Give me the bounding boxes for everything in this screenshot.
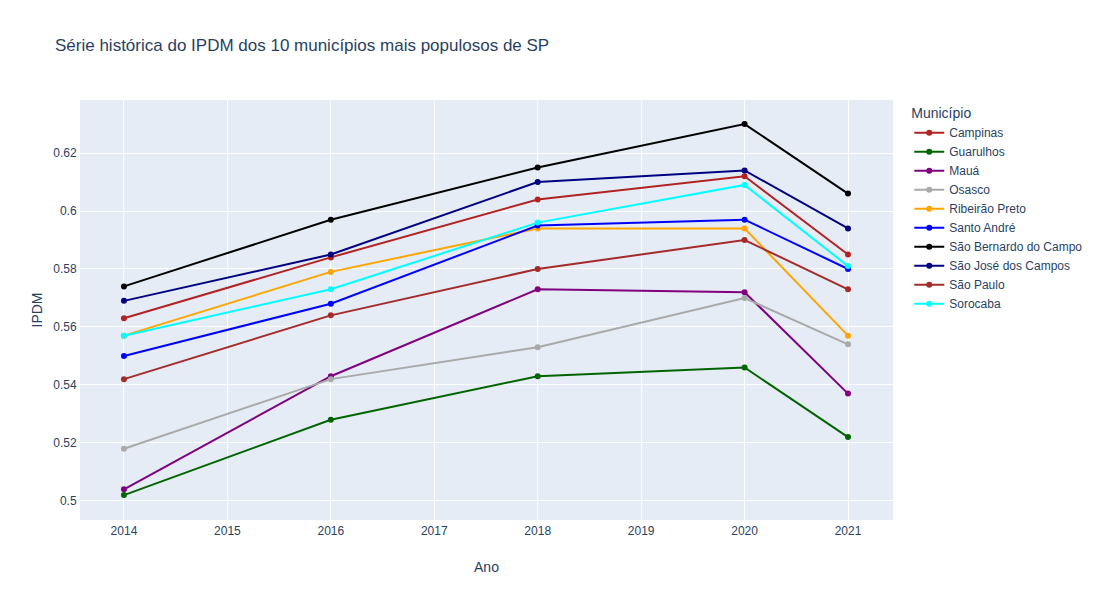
svg-text:0.5: 0.5 bbox=[60, 494, 77, 508]
svg-text:Município: Município bbox=[911, 105, 971, 121]
svg-text:0.58: 0.58 bbox=[53, 262, 77, 276]
svg-text:0.62: 0.62 bbox=[53, 146, 77, 160]
svg-text:2015: 2015 bbox=[214, 524, 241, 538]
svg-text:0.56: 0.56 bbox=[53, 320, 77, 334]
svg-text:Ribeirão Preto: Ribeirão Preto bbox=[949, 202, 1026, 216]
svg-text:0.54: 0.54 bbox=[53, 378, 77, 392]
svg-text:Mauá: Mauá bbox=[949, 164, 979, 178]
svg-text:São Bernardo do Campo: São Bernardo do Campo bbox=[949, 240, 1082, 254]
svg-text:2020: 2020 bbox=[731, 524, 758, 538]
svg-text:Ano: Ano bbox=[474, 559, 499, 575]
svg-text:0.6: 0.6 bbox=[60, 204, 77, 218]
svg-text:2017: 2017 bbox=[421, 524, 448, 538]
svg-text:2018: 2018 bbox=[524, 524, 551, 538]
svg-text:IPDM: IPDM bbox=[29, 293, 45, 328]
svg-text:Série histórica do IPDM dos 10: Série histórica do IPDM dos 10 município… bbox=[55, 36, 549, 55]
svg-text:2016: 2016 bbox=[317, 524, 344, 538]
svg-text:2019: 2019 bbox=[628, 524, 655, 538]
svg-text:São Paulo: São Paulo bbox=[949, 278, 1005, 292]
svg-text:0.52: 0.52 bbox=[53, 436, 77, 450]
svg-text:Campinas: Campinas bbox=[949, 126, 1003, 140]
svg-text:2014: 2014 bbox=[111, 524, 138, 538]
svg-text:2021: 2021 bbox=[835, 524, 862, 538]
svg-text:Sorocaba: Sorocaba bbox=[949, 297, 1001, 311]
svg-text:Osasco: Osasco bbox=[949, 183, 990, 197]
svg-text:Guarulhos: Guarulhos bbox=[949, 145, 1004, 159]
svg-text:São José dos Campos: São José dos Campos bbox=[949, 259, 1070, 273]
svg-text:Santo André: Santo André bbox=[949, 221, 1015, 235]
